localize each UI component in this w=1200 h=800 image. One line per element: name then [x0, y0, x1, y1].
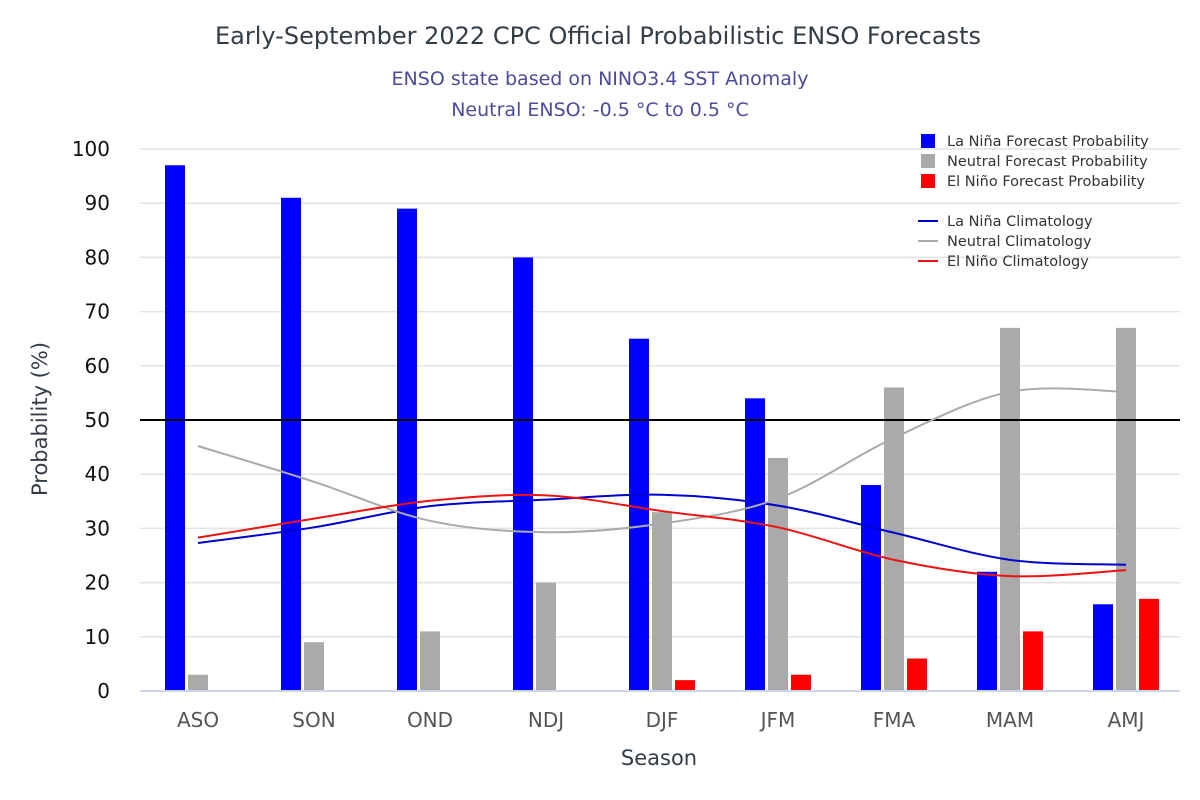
y-tick-label: 50 [85, 408, 110, 432]
climatology-lines [197, 387, 1127, 578]
bar-neutral [1000, 327, 1020, 691]
legend-swatch-neutral [921, 154, 935, 168]
bar-neutral [304, 642, 324, 691]
bars [165, 165, 1159, 691]
y-tick-label: 80 [85, 245, 110, 269]
bar-neutral [188, 674, 208, 691]
legend-label-neutral: Neutral Forecast Probability [947, 154, 1148, 170]
y-tick-label: 70 [85, 300, 110, 324]
legend: La Niña Forecast Probability Neutral For… [918, 134, 1149, 270]
x-axis-title: Season [621, 746, 697, 770]
bar-el-nino [791, 674, 811, 691]
bar-la-nina [1093, 604, 1113, 691]
legend-label-la-nina-climatology: La Niña Climatology [947, 214, 1093, 230]
y-tick-label: 100 [72, 137, 110, 161]
reference-line-group [140, 419, 1180, 692]
bar-el-nino [1139, 598, 1159, 691]
bar-el-nino [907, 658, 927, 691]
y-tick-label: 20 [85, 571, 110, 595]
bar-el-nino [1023, 631, 1043, 691]
x-tick-label: NDJ [528, 708, 564, 732]
bar-la-nina [513, 257, 533, 691]
x-axis-ticks: ASO SON OND NDJ DJF JFM FMA MAM AMJ [177, 708, 1144, 732]
x-tick-label: DJF [646, 708, 679, 732]
x-tick-label: AMJ [1108, 708, 1145, 732]
line-la-nina-climatology [197, 493, 1127, 566]
x-tick-label: SON [292, 708, 335, 732]
legend-swatch-la-nina [921, 134, 935, 148]
bar-neutral [884, 387, 904, 691]
bar-neutral [652, 512, 672, 691]
legend-swatch-el-nino [921, 174, 935, 188]
bar-la-nina [977, 571, 997, 691]
line-el-nino-climatology [197, 493, 1127, 578]
chart-subtitle-line-2: Neutral ENSO: -0.5 °C to 0.5 °C [451, 99, 749, 121]
x-tick-label: OND [407, 708, 453, 732]
y-tick-label: 0 [97, 679, 110, 703]
bar-neutral [1116, 327, 1136, 691]
chart-title: Early-September 2022 CPC Official Probab… [215, 22, 981, 50]
bar-neutral [768, 457, 788, 691]
y-tick-label: 10 [85, 625, 110, 649]
bar-el-nino [675, 680, 695, 691]
x-tick-label: ASO [177, 708, 219, 732]
bar-la-nina [861, 485, 881, 691]
x-tick-label: MAM [986, 708, 1034, 732]
y-tick-label: 60 [85, 354, 110, 378]
chart-subtitle-line-1: ENSO state based on NINO3.4 SST Anomaly [392, 68, 809, 90]
bar-la-nina [165, 165, 185, 691]
bar-la-nina [397, 208, 417, 691]
legend-label-el-nino-climatology: El Niño Climatology [947, 254, 1089, 270]
y-tick-label: 40 [85, 462, 110, 486]
y-tick-label: 30 [85, 516, 110, 540]
y-axis-title: Probability (%) [28, 342, 52, 496]
bar-la-nina [745, 398, 765, 691]
bar-la-nina [629, 338, 649, 691]
bar-neutral [420, 631, 440, 691]
legend-label-neutral-climatology: Neutral Climatology [947, 234, 1092, 250]
y-tick-label: 90 [85, 191, 110, 215]
bar-neutral [536, 582, 556, 691]
x-tick-label: JFM [759, 708, 796, 732]
legend-label-el-nino: El Niño Forecast Probability [947, 174, 1145, 190]
bar-la-nina [281, 197, 301, 691]
y-axis-ticks: 0 10 20 30 40 50 60 70 80 90 100 [72, 137, 110, 703]
legend-label-la-nina: La Niña Forecast Probability [947, 134, 1149, 150]
line-neutral-climatology [197, 387, 1127, 534]
x-tick-label: FMA [873, 708, 916, 732]
